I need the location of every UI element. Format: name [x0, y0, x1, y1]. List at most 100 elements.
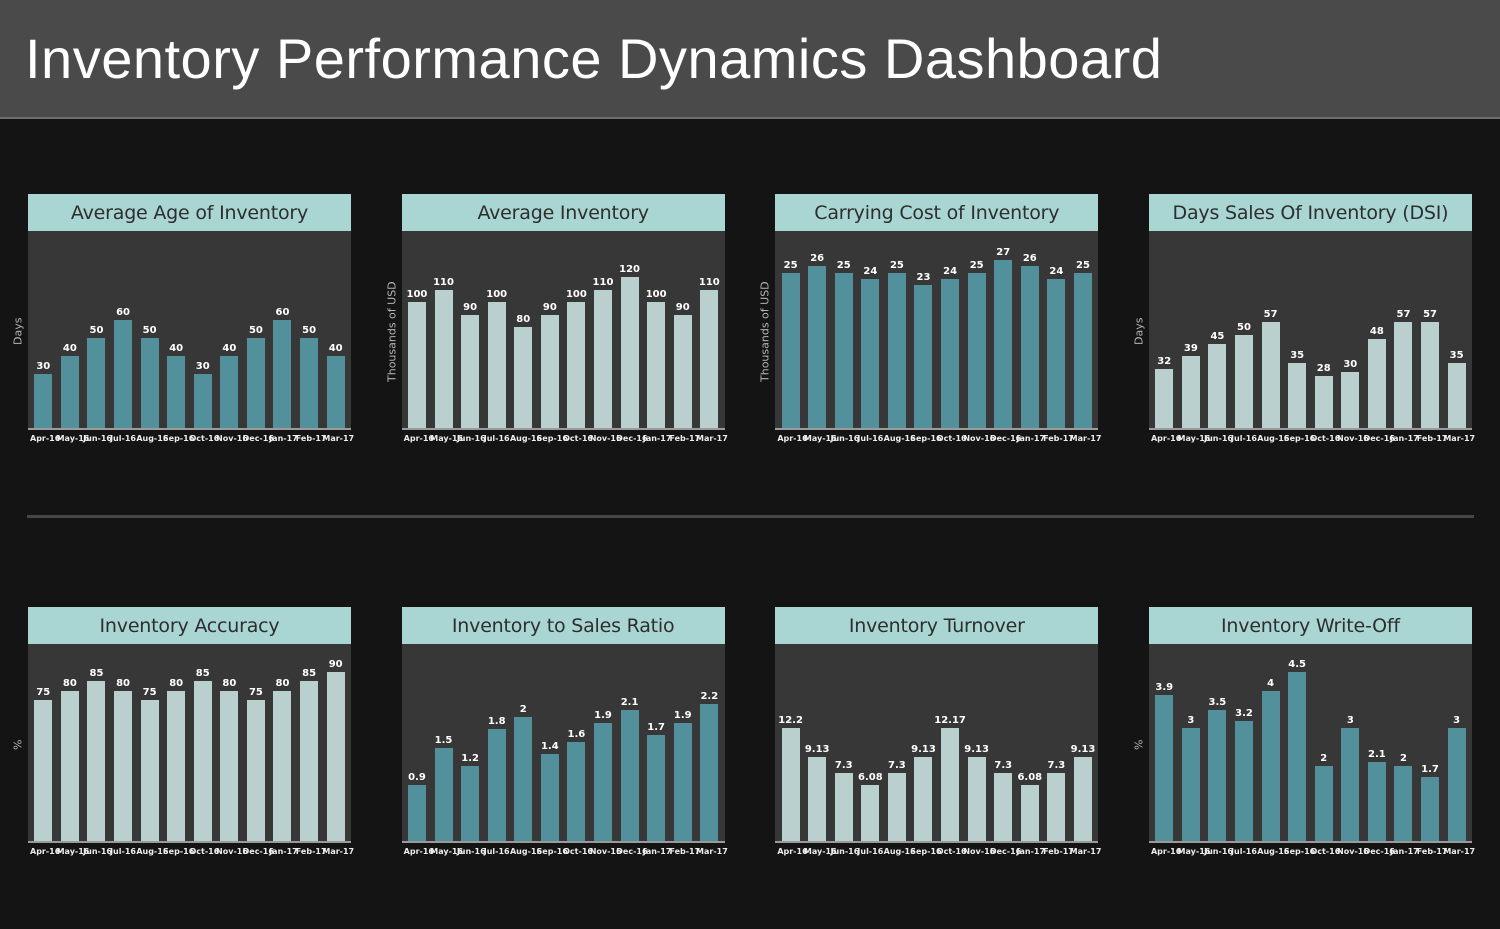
bar-nov-16: [220, 355, 239, 428]
x-tick-label: Sep-16: [910, 434, 942, 443]
bar-apr-16: [781, 728, 800, 841]
bar-oct-16: [1314, 375, 1333, 428]
bar-value-label: 6.08: [857, 771, 883, 783]
x-tick-label: Dec-16: [616, 434, 648, 443]
bar-value-label: 2: [1320, 752, 1328, 764]
bar-slot: 35: [1284, 350, 1311, 428]
bar-value-label: 80: [169, 677, 184, 689]
x-axis-labels: Apr-16 May-16 Jun-16 Jul-16 Aug-16 Sep-16 Oct-…: [402, 434, 728, 443]
x-tick-label: Dec-16: [616, 847, 648, 856]
chart-inventory-accuracy: % Inventory Accuracy 75 80 85 80 75 80 85 80 75 80 8…: [12, 607, 354, 856]
bar-slot: 90: [669, 302, 696, 428]
bar-may-16: [1181, 355, 1200, 428]
bar-slot: 80: [216, 678, 243, 841]
x-tick-label: Jun-16: [830, 434, 860, 443]
bar-value-label: 100: [565, 289, 587, 301]
bar-value-label: 57: [1423, 309, 1437, 320]
bar-sep-16: [914, 285, 933, 428]
bar-sep-16: [167, 690, 186, 841]
bar-slot: 48: [1364, 326, 1391, 428]
bar-slot: 1.4: [537, 741, 564, 841]
bar-mar-17: [700, 704, 719, 841]
bar-slot: 25: [1070, 260, 1097, 428]
bar-value-label: 32: [1157, 355, 1172, 367]
chart-average-inventory: Thousands of USD Average Inventory 100 110 9…: [385, 194, 728, 443]
bar-slot: 40: [322, 343, 349, 428]
bar-may-16: [1181, 728, 1200, 841]
x-tick-label: May-16: [803, 847, 837, 856]
chart-title: Inventory Write-Off: [1221, 614, 1400, 637]
bar-slot: 23: [910, 272, 937, 428]
bar-value-label: 7.3: [994, 760, 1013, 772]
bar-slot: 2: [1390, 753, 1417, 841]
bar-slot: 30: [30, 361, 57, 428]
bar-oct-16: [567, 302, 586, 428]
x-tick-label: Nov-16: [216, 847, 248, 856]
x-tick-label: Sep-16: [1283, 434, 1316, 443]
x-tick-label: Feb-17: [295, 434, 327, 443]
bar-nov-16: [1341, 372, 1360, 428]
bar-dec-16: [620, 710, 639, 841]
bar-oct-16: [567, 741, 586, 841]
x-tick-label: Feb-17: [669, 847, 701, 856]
bars-group: 25 26 25 24 25 23 24 25 27 26 24 25: [775, 231, 1098, 428]
bar-slot: 80: [57, 678, 84, 841]
x-tick-label: Mar-17: [696, 434, 728, 443]
bar-apr-16: [1155, 694, 1174, 841]
x-tick-label: Jul-16: [110, 434, 136, 443]
bar-slot: 100: [483, 289, 510, 428]
bar-slot: 24: [937, 266, 964, 428]
x-tick-label: Aug-16: [1257, 434, 1290, 443]
bar-value-label: 2.1: [620, 697, 639, 709]
bar-slot: 24: [857, 266, 884, 428]
bar-feb-17: [673, 722, 692, 841]
x-tick-label: Jun-16: [830, 847, 860, 856]
x-tick-label: Nov-16: [216, 434, 248, 443]
bar-slot: 3: [1443, 715, 1470, 841]
x-tick-label: Nov-16: [589, 847, 622, 856]
x-tick-label: Jan-17: [1016, 847, 1046, 856]
bar-slot: 7.3: [830, 760, 857, 841]
x-tick-label: Dec-16: [1363, 847, 1395, 856]
x-tick-label: May-16: [430, 847, 464, 856]
bar-slot: 9.13: [804, 744, 831, 841]
x-tick-label: Jan-17: [269, 434, 298, 443]
bar-dec-16: [1367, 338, 1386, 428]
bar-value-label: 50: [1237, 322, 1251, 333]
bars-group: 32 39 45 50 57 35 28 30 48 57 57 35: [1149, 231, 1472, 428]
x-axis-labels: Apr-16 May-16 Jun-16 Jul-16 Aug-16 Sep-16 Oct-…: [1149, 434, 1475, 443]
bar-slot: 50: [243, 325, 270, 428]
bars-group: 30 40 50 60 50 40 30 40 50 60 50 40: [28, 231, 351, 428]
bar-feb-17: [300, 681, 319, 841]
chart-title-bar: Inventory to Sales Ratio: [401, 607, 725, 644]
bar-slot: 45: [1204, 331, 1231, 428]
x-tick-label: Apr-16: [777, 847, 808, 856]
x-tick-label: Aug-16: [136, 434, 169, 443]
bar-value-label: 35: [1449, 349, 1464, 361]
bar-feb-17: [1421, 322, 1440, 428]
x-tick-label: Nov-16: [963, 847, 996, 856]
bar-value-label: 26: [1022, 253, 1037, 265]
bar-slot: 1.6: [563, 729, 590, 841]
bar-slot: 3: [1337, 715, 1364, 841]
bar-jan-17: [647, 302, 666, 428]
x-tick-label: Feb-17: [1043, 847, 1074, 856]
bar-value-label: 75: [142, 687, 157, 699]
bar-slot: 2.2: [696, 691, 723, 841]
x-tick-label: Dec-16: [242, 847, 274, 856]
bar-sep-16: [167, 355, 186, 428]
bar-value-label: 4.5: [1288, 659, 1306, 670]
bars-group: 75 80 85 80 75 80 85 80 75 80 85 90: [28, 644, 351, 841]
bar-value-label: 2: [1399, 752, 1407, 764]
bar-value-label: 90: [542, 301, 557, 313]
y-axis-label: Thousands of USD: [385, 281, 399, 382]
bar-nov-16: [220, 690, 239, 841]
chart-title: Carrying Cost of Inventory: [814, 201, 1060, 224]
bar-value-label: 80: [275, 677, 290, 689]
bar-value-label: 100: [645, 289, 667, 301]
bar-value-label: 50: [302, 324, 317, 336]
bar-feb-17: [1047, 278, 1066, 428]
bar-dec-16: [246, 337, 265, 428]
y-axis-label: Thousands of USD: [758, 281, 772, 382]
x-axis-labels: Apr-16 May-16 Jun-16 Jul-16 Aug-16 Sep-16 Oct-…: [775, 434, 1101, 443]
